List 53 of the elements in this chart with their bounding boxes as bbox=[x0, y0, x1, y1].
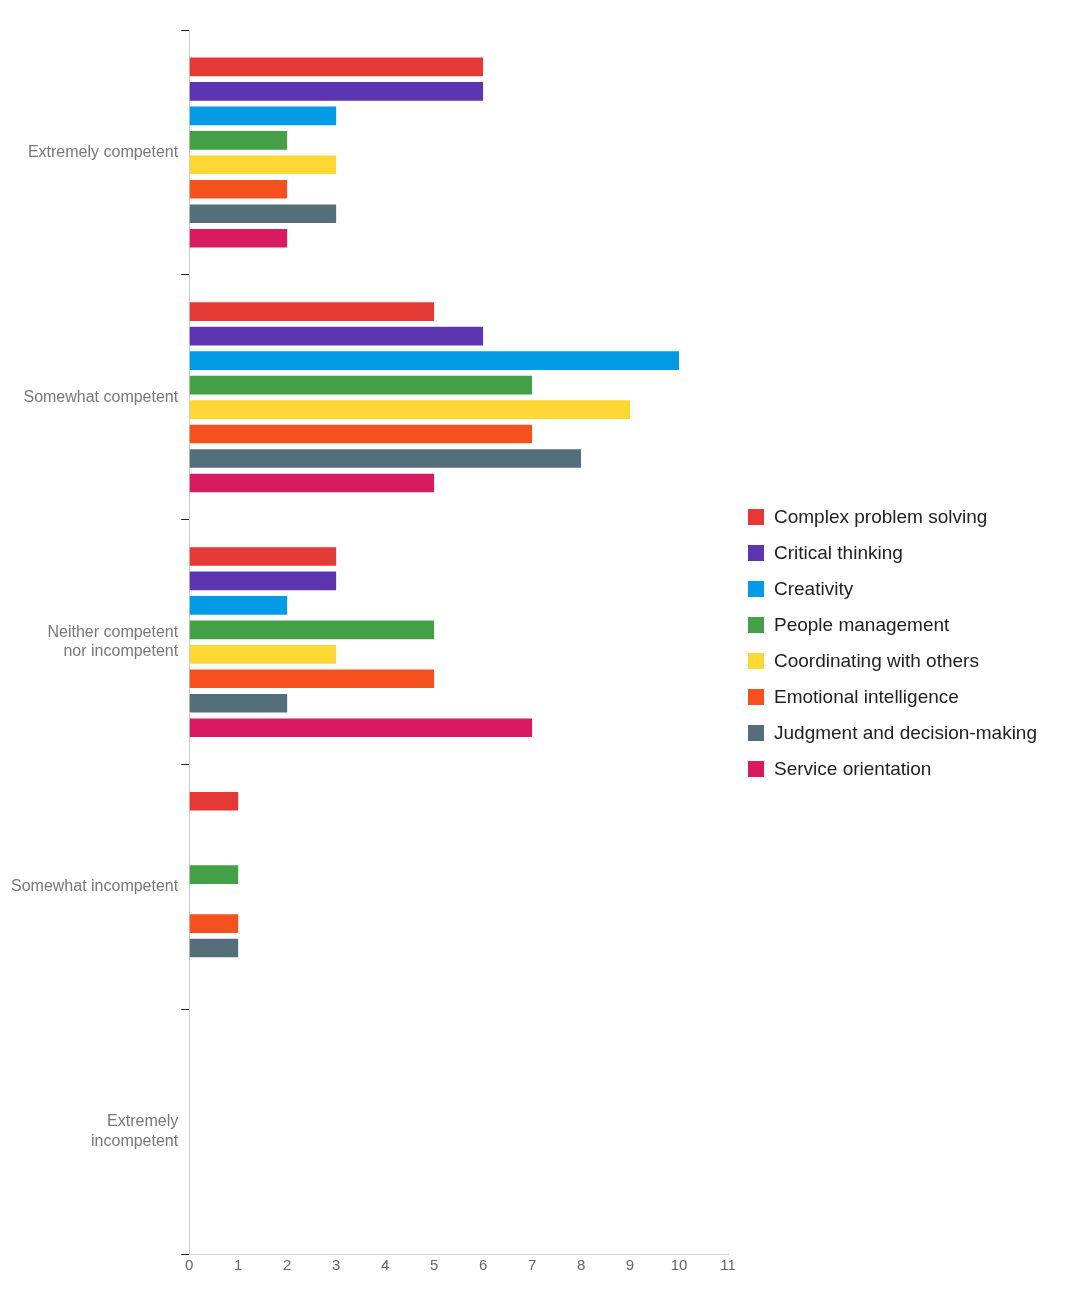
x-tick-label: 10 bbox=[670, 1256, 688, 1274]
bar bbox=[189, 351, 680, 370]
bar bbox=[189, 596, 288, 615]
x-tick-label: 4 bbox=[380, 1256, 390, 1274]
bar bbox=[189, 547, 337, 566]
y-tick-label: Somewhat incompetent bbox=[11, 877, 179, 895]
bar bbox=[189, 693, 288, 713]
bar bbox=[189, 645, 337, 664]
bar bbox=[189, 424, 533, 444]
x-tick-label: 11 bbox=[720, 1256, 736, 1274]
y-tick-label: Extremely incompetent bbox=[91, 1112, 179, 1149]
bar bbox=[189, 228, 288, 248]
y-tick-label: Neither competent nor incompetent bbox=[47, 622, 179, 660]
y-tick-label: Somewhat competent bbox=[23, 387, 179, 405]
bar bbox=[189, 791, 239, 811]
bar bbox=[189, 375, 533, 395]
bar bbox=[189, 620, 435, 640]
bar bbox=[189, 571, 337, 591]
x-tick-label: 1 bbox=[234, 1256, 243, 1274]
x-tick-label: 9 bbox=[625, 1256, 635, 1274]
bar bbox=[189, 326, 484, 346]
legend-label: Critical thinking bbox=[774, 542, 903, 564]
bar bbox=[189, 106, 337, 126]
legend-label: Coordinating with others bbox=[774, 650, 979, 672]
x-tick-label: 2 bbox=[282, 1256, 292, 1274]
x-tick-label: 3 bbox=[331, 1256, 341, 1274]
bar bbox=[189, 302, 435, 321]
bar bbox=[189, 155, 337, 175]
legend-label: People management bbox=[774, 614, 950, 636]
legend-label: Complex problem solving bbox=[774, 506, 988, 528]
y-tick-label: Extremely competent bbox=[27, 142, 179, 160]
bar bbox=[189, 82, 484, 101]
legend-label: Service orientation bbox=[774, 758, 932, 780]
x-tick-label: 5 bbox=[429, 1256, 439, 1274]
legend-label: Creativity bbox=[774, 578, 854, 600]
x-tick-label: 6 bbox=[478, 1256, 488, 1274]
bar bbox=[189, 179, 288, 199]
bar bbox=[189, 204, 337, 224]
x-tick-label: 0 bbox=[185, 1256, 194, 1274]
x-tick-label: 8 bbox=[576, 1256, 586, 1274]
bar bbox=[189, 131, 288, 150]
bar bbox=[189, 400, 631, 419]
bar bbox=[189, 473, 435, 493]
bar bbox=[189, 669, 435, 689]
bar bbox=[189, 57, 484, 77]
legend-label: Emotional intelligence bbox=[774, 686, 959, 708]
x-tick-label: 7 bbox=[527, 1256, 537, 1274]
legend-label: Judgment and decision-making bbox=[774, 722, 1037, 744]
bar bbox=[189, 449, 582, 468]
bar bbox=[189, 865, 239, 884]
bar bbox=[189, 938, 239, 958]
bar bbox=[189, 914, 239, 933]
bar bbox=[189, 718, 533, 738]
